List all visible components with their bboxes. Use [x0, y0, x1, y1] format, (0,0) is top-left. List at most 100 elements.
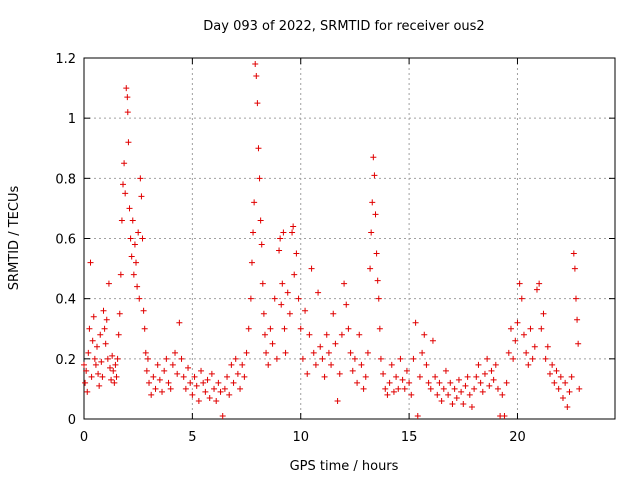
data-point: [83, 367, 90, 374]
data-point: [126, 205, 133, 212]
data-point: [271, 295, 278, 302]
data-point: [388, 361, 395, 368]
data-point: [369, 199, 376, 206]
data-point: [269, 340, 276, 347]
data-point: [570, 250, 577, 257]
data-point: [354, 379, 361, 386]
data-point: [255, 145, 262, 152]
data-point: [141, 325, 148, 332]
data-point: [566, 388, 573, 395]
data-point: [258, 241, 265, 248]
data-point: [473, 373, 480, 380]
data-point: [111, 379, 118, 386]
data-point: [243, 349, 250, 356]
data-point: [533, 286, 540, 293]
data-point: [438, 397, 445, 404]
y-tick-label: 0.6: [55, 233, 76, 248]
data-point: [393, 373, 400, 380]
data-point: [125, 139, 132, 146]
data-point: [281, 325, 288, 332]
data-point: [228, 361, 235, 368]
data-point: [499, 391, 506, 398]
data-point: [232, 355, 239, 362]
data-point: [479, 388, 486, 395]
data-point: [425, 379, 432, 386]
axis-ticks: 0 0.2 0.4 0.6 0.8 1 1.2 0 5 10 15 20: [55, 52, 615, 445]
data-point: [103, 316, 110, 323]
data-point: [127, 235, 134, 242]
data-point: [503, 379, 510, 386]
data-point: [92, 361, 99, 368]
data-point: [520, 331, 527, 338]
data-point: [95, 370, 102, 377]
data-point: [140, 307, 147, 314]
data-point: [277, 235, 284, 242]
data-point: [278, 301, 285, 308]
data-point: [447, 379, 454, 386]
data-point: [488, 367, 495, 374]
data-point: [254, 100, 261, 107]
data-point: [412, 319, 419, 326]
data-point: [81, 361, 87, 368]
data-point: [343, 301, 350, 308]
data-point: [432, 373, 439, 380]
data-point: [189, 391, 196, 398]
data-point: [525, 361, 532, 368]
data-point: [325, 349, 332, 356]
data-point: [135, 229, 142, 236]
data-point: [455, 376, 462, 383]
data-point: [241, 373, 248, 380]
x-axis-label: GPS time / hours: [290, 459, 399, 474]
data-point: [185, 364, 192, 371]
data-point: [555, 385, 562, 392]
data-point: [334, 397, 341, 404]
data-point: [356, 331, 363, 338]
data-point: [290, 223, 297, 230]
x-tick-label: 10: [292, 430, 309, 445]
data-point: [282, 349, 289, 356]
data-point: [115, 331, 122, 338]
data-point: [376, 325, 383, 332]
data-point: [124, 94, 131, 101]
data-point: [176, 319, 183, 326]
data-point: [204, 376, 211, 383]
data-point: [559, 394, 566, 401]
data-point: [312, 361, 319, 368]
data-point: [230, 379, 237, 386]
data-points: [81, 61, 583, 419]
data-point: [248, 259, 255, 266]
data-point: [341, 280, 348, 287]
data-point: [308, 265, 315, 272]
data-point: [245, 325, 252, 332]
x-tick-label: 15: [401, 430, 418, 445]
data-point: [284, 289, 291, 296]
data-point: [492, 361, 499, 368]
data-point: [291, 271, 298, 278]
data-point: [484, 355, 491, 362]
data-point: [87, 259, 94, 266]
data-point: [133, 259, 140, 266]
data-point: [576, 385, 583, 392]
data-point: [321, 373, 328, 380]
data-point: [512, 337, 519, 344]
data-point: [253, 73, 260, 80]
data-point: [99, 373, 106, 380]
data-point: [451, 385, 458, 392]
data-point: [178, 355, 185, 362]
data-point: [123, 85, 130, 92]
data-point: [574, 316, 581, 323]
data-point: [449, 400, 456, 407]
data-point: [427, 385, 434, 392]
data-point: [263, 349, 270, 356]
data-point: [406, 379, 413, 386]
data-point: [486, 382, 493, 389]
x-tick-label: 20: [509, 430, 526, 445]
data-point: [261, 331, 268, 338]
data-point: [371, 172, 378, 179]
y-tick-label: 0.4: [55, 293, 76, 308]
data-point: [423, 361, 430, 368]
data-point: [97, 331, 104, 338]
data-point: [139, 235, 146, 242]
data-point: [206, 394, 213, 401]
data-point: [374, 277, 381, 284]
